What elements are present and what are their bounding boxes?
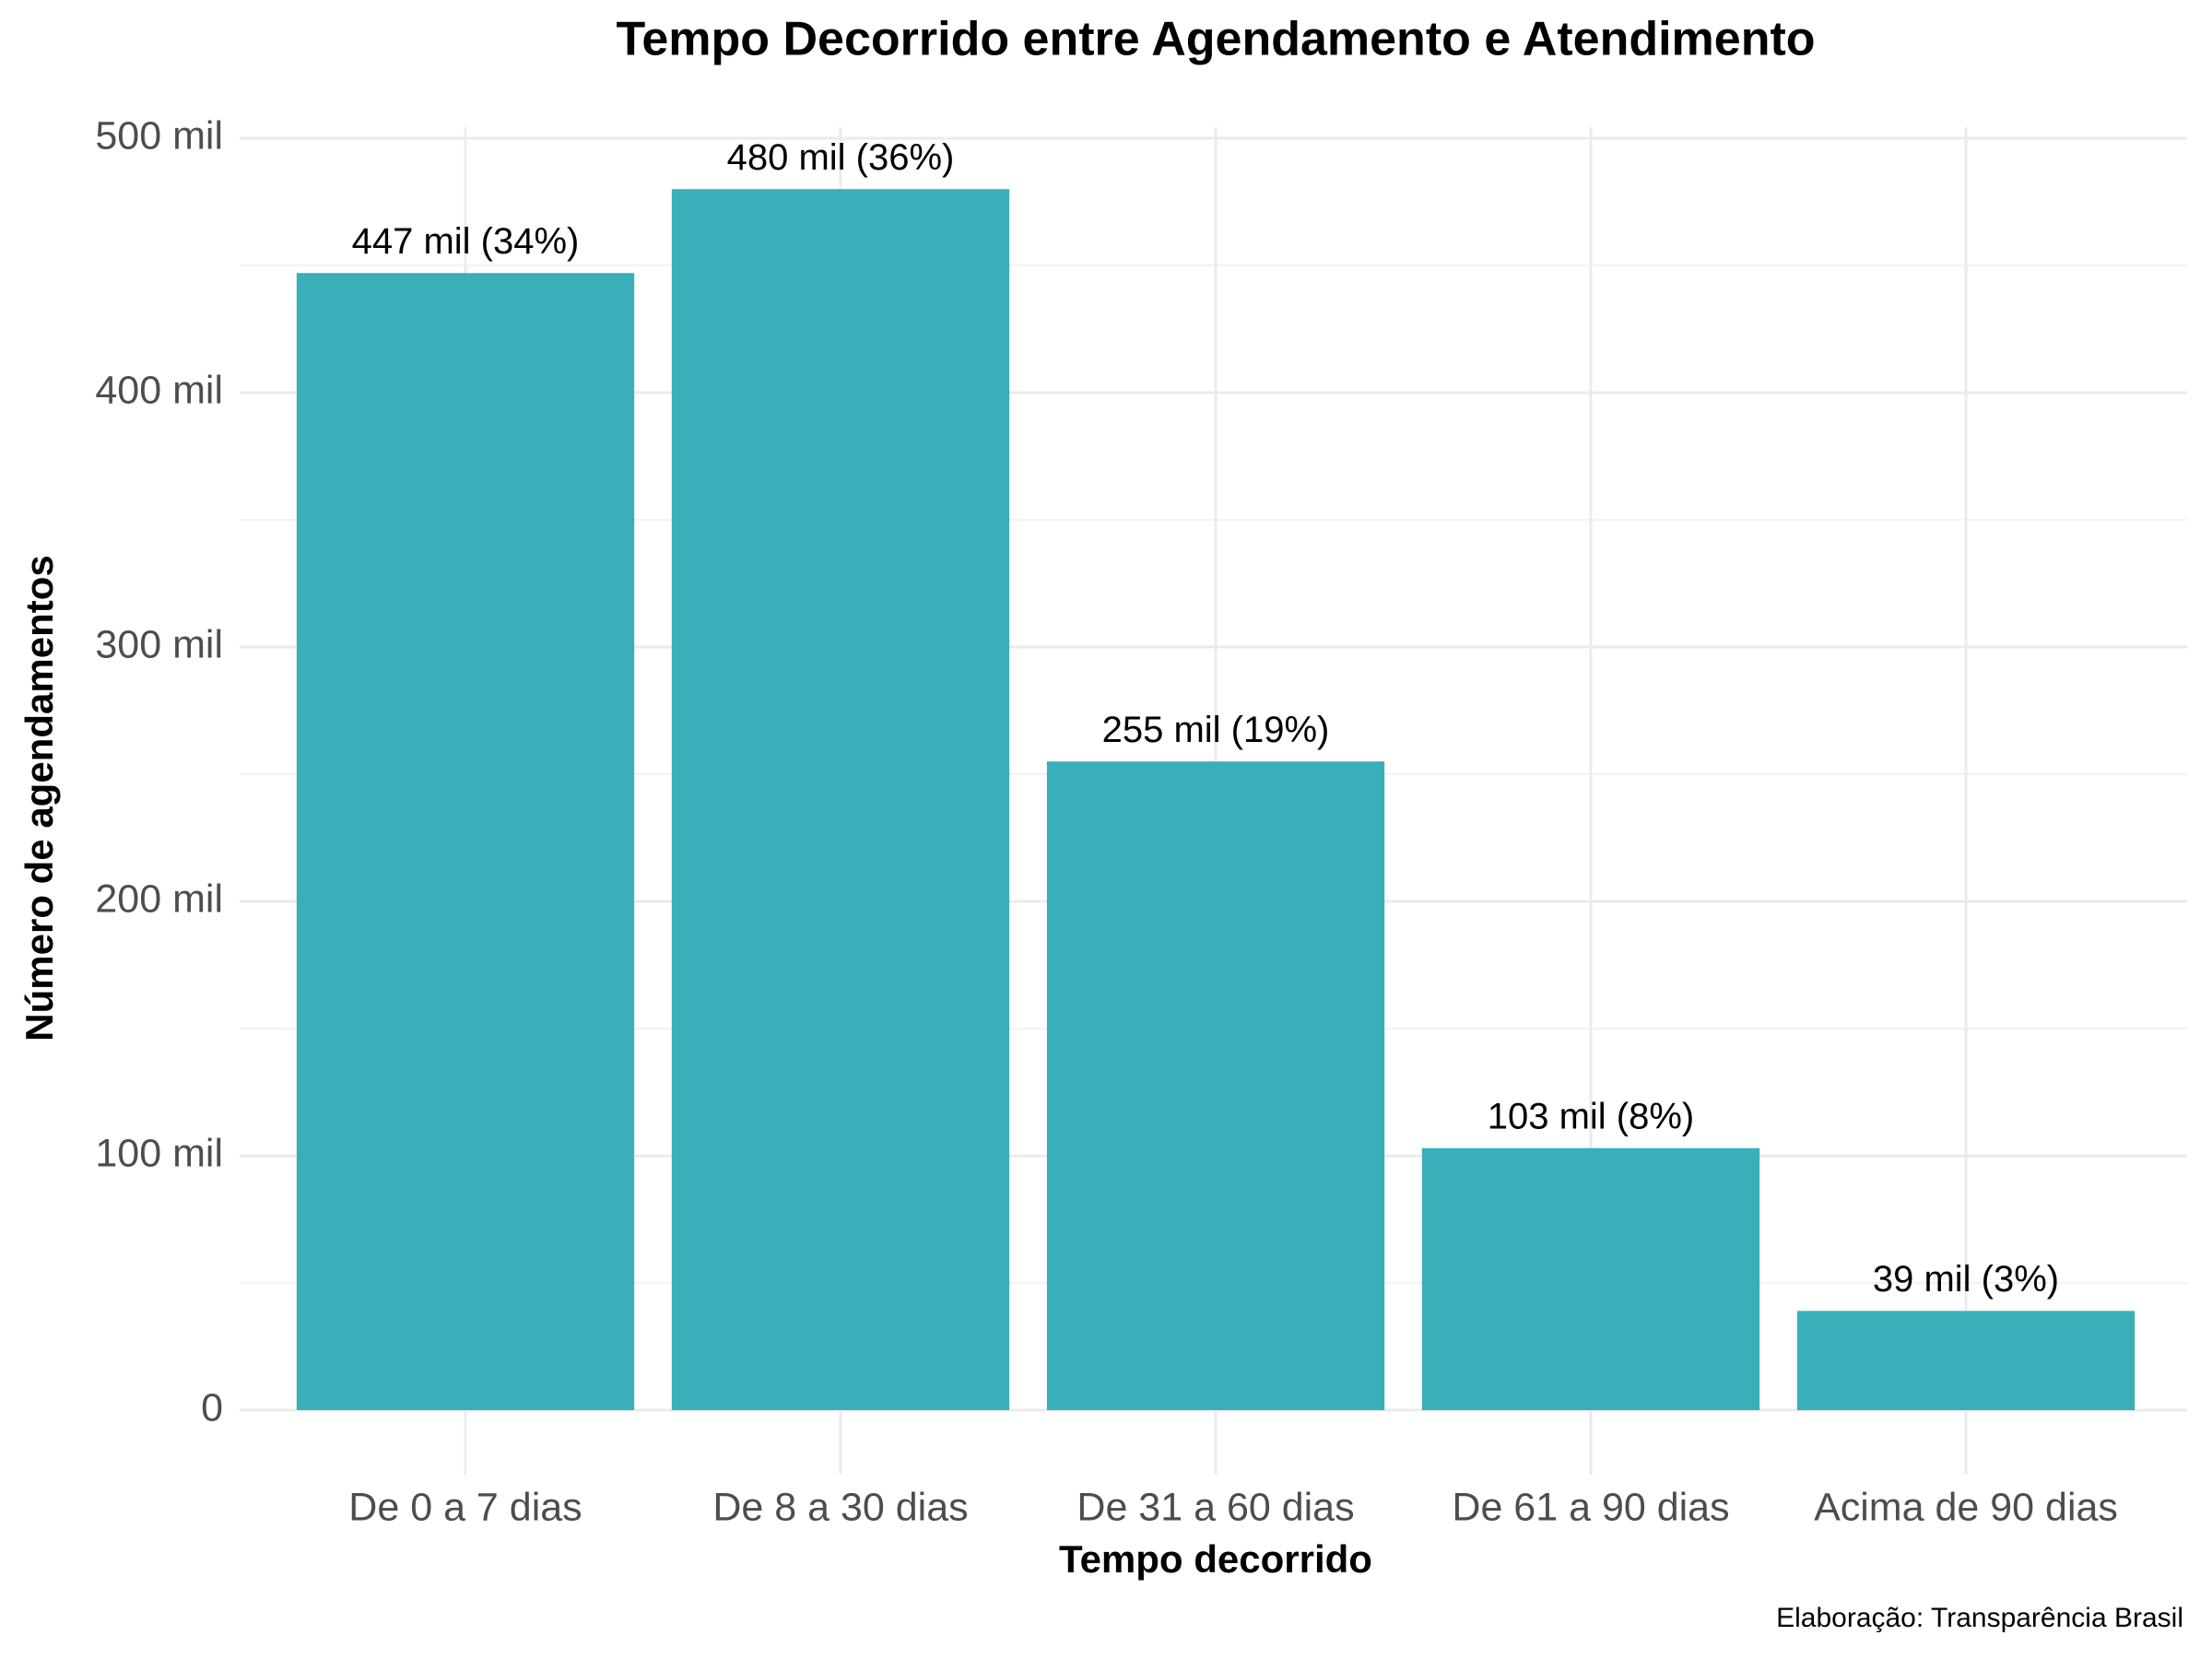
bar (1046, 761, 1385, 1410)
x-tick-label: De 8 a 30 dias (712, 1485, 968, 1529)
y-tick-label: 400 mil (95, 368, 223, 412)
bar (1421, 1147, 1760, 1410)
chart-title: Tempo Decorrido entre Agendamento e Aten… (616, 13, 1815, 66)
x-tick-label: Acima de 90 dias (1814, 1485, 2118, 1529)
value-label: 103 mil (8%) (1488, 1096, 1695, 1136)
y-tick-label: 200 mil (95, 877, 223, 921)
y-axis-title: Número de agendamentos (18, 555, 61, 1041)
value-label: 480 mil (36%) (727, 137, 955, 178)
value-label: 255 mil (19%) (1102, 710, 1330, 750)
x-tick-label: De 61 a 90 dias (1452, 1485, 1729, 1529)
bar (1796, 1311, 2136, 1410)
x-tick-label: De 0 a 7 dias (348, 1485, 582, 1529)
bar (296, 273, 635, 1410)
y-tick-label: 100 mil (95, 1131, 223, 1175)
value-label: 39 mil (3%) (1873, 1259, 2059, 1300)
value-label: 447 mil (34%) (352, 221, 580, 262)
bar (671, 189, 1010, 1411)
x-tick-label: De 31 a 60 dias (1077, 1485, 1354, 1529)
caption: Elaboração: Transparência Brasil (1776, 1603, 2183, 1633)
y-tick-label: 500 mil (95, 113, 223, 158)
y-tick-label: 300 mil (95, 622, 223, 666)
y-tick-label: 0 (201, 1385, 223, 1430)
x-axis-title: Tempo decorrido (1059, 1537, 1372, 1581)
